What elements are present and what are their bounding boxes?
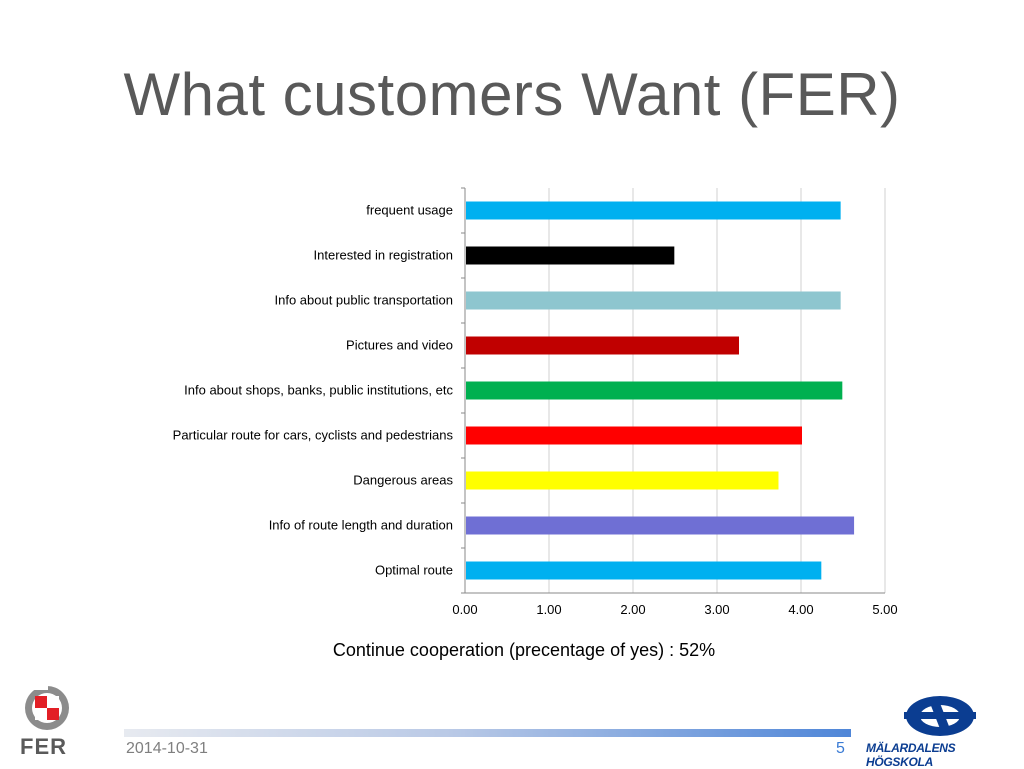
category-label: Info of route length and duration [269,518,453,533]
x-tick-label: 1.00 [536,602,561,617]
bar-chart: frequent usage Interested in registration… [173,187,898,617]
bar [466,471,779,490]
x-tick-label: 3.00 [704,602,729,617]
bar [466,291,841,310]
slide-title: What customers Want (FER) [123,61,901,128]
category-label: Particular route for cars, cyclists and … [173,428,454,443]
x-tick-label: 5.00 [872,602,897,617]
x-tick-label: 0.00 [452,602,477,617]
category-label: Optimal route [375,563,453,578]
bar [466,336,739,355]
chart-caption: Continue cooperation (precentage of yes)… [332,640,716,660]
category-label: Dangerous areas [353,473,453,488]
footer-date: 2014-10-31 [126,740,208,757]
category-label: Pictures and video [346,338,453,353]
x-tick-label: 4.00 [788,602,813,617]
fer-logo [22,682,69,730]
bar [466,561,822,580]
bar [466,426,802,445]
fer-logo-text: FER [20,734,67,759]
mdh-logo [904,696,976,736]
x-tick-label: 2.00 [620,602,645,617]
page-number: 5 [836,740,845,757]
bar [466,516,855,535]
bar [466,381,843,400]
footer-bar [124,729,851,737]
category-label: Info about public transportation [274,293,453,308]
category-label: Interested in registration [314,248,453,263]
category-label: Info about shops, banks, public institut… [184,383,453,398]
category-label: frequent usage [366,203,453,218]
bar [466,246,675,265]
bar [466,201,841,220]
mdh-logo-text: MÄLARDALENS HÖGSKOLA [866,741,956,769]
